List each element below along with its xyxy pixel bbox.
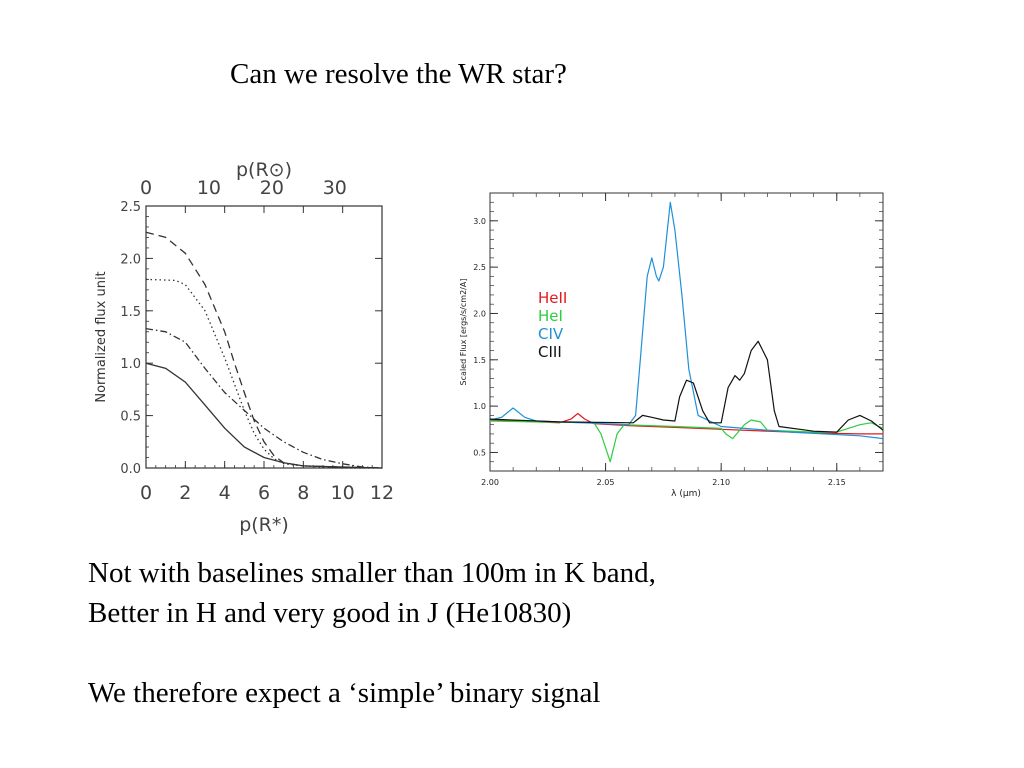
- spectrum-y-tick-label: 2.5: [473, 263, 486, 272]
- flux-profile-y-tick-label: 2.0: [120, 252, 141, 267]
- flux-profile-y-axis-label: Normalized flux unit: [94, 271, 109, 402]
- spectrum-chart: 2.00 2.05 2.10 2.15 0.5 1.0 1.5 2.0 2.5 3.0 Scale…: [459, 192, 884, 499]
- flux-profile-top-axis-label: p(R⊙): [236, 159, 292, 181]
- spectrum-series-heii: [489, 412, 883, 435]
- flux-profile-series-solid: [145, 362, 383, 469]
- flux-profile-top-tick-label: 30: [323, 177, 347, 199]
- spectrum-legend-civ: CIV: [538, 325, 564, 343]
- spectrum-x-tick-label: 2.00: [481, 478, 499, 487]
- spectrum-y-tick-label: 3.0: [473, 217, 486, 226]
- flux-profile-y-tick-label: 0.0: [120, 462, 141, 477]
- flux-profile-x-tick-label: 10: [331, 482, 355, 504]
- spectrum-series-civ: [489, 201, 884, 440]
- spectrum-y-tick-label: 1.5: [473, 356, 486, 365]
- flux-profile-x-tick-label: 2: [179, 482, 191, 504]
- spectrum-x-tick-label: 2.05: [597, 478, 615, 487]
- spectrum-x-tick-label: 2.10: [712, 478, 730, 487]
- body-line-2: Better in H and very good in J (He10830): [88, 597, 572, 629]
- flux-profile-plot-frame: [145, 205, 383, 469]
- flux-profile-y-tick-label: 2.5: [120, 200, 141, 215]
- flux-profile-top-tick-label: 10: [197, 177, 221, 199]
- flux-profile-x-axis-label: p(R*): [239, 514, 289, 536]
- body-line-1: Not with baselines smaller than 100m in …: [88, 557, 656, 589]
- spectrum-series-hei: [489, 419, 884, 463]
- flux-profile-series-dashdot: [145, 327, 383, 469]
- spectrum-series-ciii: [489, 340, 884, 433]
- flux-profile-x-tick-label: 0: [140, 482, 152, 504]
- flux-profile-x-tick-label: 6: [258, 482, 270, 504]
- flux-profile-x-tick-label: 12: [370, 482, 394, 504]
- flux-profile-y-tick-label: 1.0: [120, 357, 141, 372]
- spectrum-x-tick-label: 2.15: [828, 478, 846, 487]
- flux-profile-series-dashed: [145, 231, 383, 469]
- spectrum-y-tick-label: 1.0: [473, 402, 486, 411]
- flux-profile-y-tick-label: 0.5: [120, 410, 141, 425]
- spectrum-y-tick-label: 0.5: [473, 448, 486, 457]
- spectrum-legend-ciii: CIII: [538, 343, 562, 361]
- spectrum-y-tick-label: 2.0: [473, 309, 486, 318]
- spectrum-y-axis-label: Scaled Flux [ergs/s/cm2/A]: [459, 279, 468, 386]
- flux-profile-x-tick-label: 8: [297, 482, 309, 504]
- flux-profile-x-tick-label: 4: [219, 482, 231, 504]
- flux-profile-top-tick-label: 0: [140, 177, 152, 199]
- spectrum-x-axis-label: λ (μm): [671, 489, 701, 499]
- spectrum-legend-heii: HeII: [538, 289, 567, 307]
- body-line-3: We therefore expect a ‘simple’ binary si…: [88, 677, 601, 709]
- flux-profile-chart: 0 2 4 6 8 10 120.00.51.01.52.02.50 10 20 30 Norma…: [94, 159, 394, 536]
- flux-profile-top-tick-label: 20: [260, 177, 284, 199]
- slide-title: Can we resolve the WR star?: [230, 58, 567, 90]
- flux-profile-y-tick-label: 1.5: [120, 305, 141, 320]
- spectrum-legend-hei: HeI: [538, 307, 563, 325]
- flux-profile-series-dotted: [145, 278, 382, 469]
